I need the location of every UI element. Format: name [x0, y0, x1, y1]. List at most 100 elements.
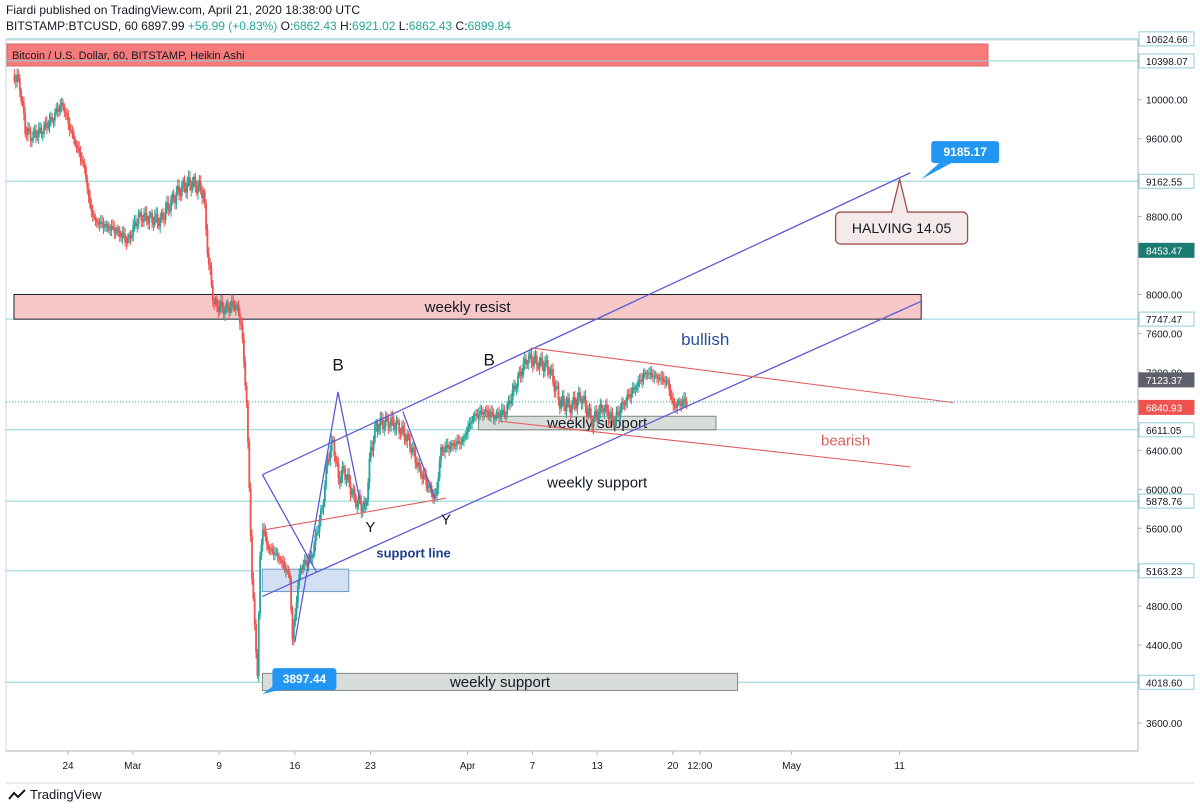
x-tick-label: Mar	[124, 761, 142, 772]
candle-body	[564, 405, 567, 412]
candle-body	[445, 445, 448, 448]
candle-body	[216, 298, 218, 306]
candle-body	[279, 558, 282, 561]
candle-body	[263, 529, 266, 532]
candle-body	[473, 413, 476, 416]
candle-body	[426, 484, 429, 489]
candle-body	[522, 363, 525, 375]
target-price-callout	[931, 141, 1000, 164]
candle-body	[409, 436, 411, 449]
candle-body	[303, 560, 306, 565]
x-tick-label: 20	[667, 761, 679, 772]
candle-body	[264, 531, 267, 537]
candle-body	[356, 504, 359, 507]
candle-body	[217, 305, 220, 313]
candle-body	[498, 412, 500, 418]
candle-body	[220, 301, 222, 307]
tradingview-brand[interactable]: TradingView	[8, 787, 102, 802]
candle-body	[318, 521, 321, 532]
candle-body	[379, 417, 382, 429]
candle-body	[241, 324, 244, 340]
candle-body	[43, 125, 45, 134]
candle-body	[344, 468, 347, 480]
candle-body	[365, 500, 368, 506]
candle-body	[610, 412, 612, 417]
price-axis-label-text: 6840.93	[1146, 403, 1183, 414]
candle-body	[550, 369, 553, 371]
candle-body	[395, 420, 398, 429]
tradingview-logo-icon	[8, 788, 26, 801]
candle-body	[245, 385, 248, 403]
price-axis-label	[1138, 31, 1195, 47]
candle-body	[643, 372, 646, 375]
candle-body	[103, 226, 106, 228]
candle-body	[156, 213, 159, 224]
candle-body	[290, 578, 293, 611]
candle-body	[415, 462, 418, 467]
candle-body	[334, 456, 337, 462]
candle-body	[21, 100, 24, 103]
candle-body	[549, 369, 552, 375]
candle-body	[341, 465, 344, 477]
candle-body	[346, 474, 349, 480]
candle-body	[573, 397, 576, 405]
candle-body	[432, 493, 434, 498]
candle-body	[460, 441, 463, 444]
candle-body	[641, 379, 644, 382]
chart-annotation: Y	[441, 511, 451, 528]
candle-body	[411, 447, 414, 453]
candle-body	[87, 188, 90, 197]
candle-body	[175, 192, 178, 204]
candle-body	[546, 359, 549, 370]
x-tick-label: 12:00	[687, 761, 712, 772]
candle-body	[388, 426, 391, 428]
candle-body	[16, 74, 18, 82]
candle-body	[531, 362, 534, 366]
candle-body	[534, 355, 537, 358]
candle-body	[595, 411, 598, 416]
candle-body	[179, 193, 182, 197]
candle-body	[166, 202, 168, 209]
candle-body	[523, 358, 526, 364]
candle-body	[214, 298, 217, 304]
candle-body	[666, 380, 669, 382]
candle-body	[649, 372, 652, 374]
candle-body	[384, 415, 387, 427]
candle-body	[333, 439, 336, 457]
candle-body	[376, 422, 379, 432]
price-axis-label-text: 7747.47	[1146, 315, 1183, 326]
candle-body	[519, 371, 522, 377]
x-tick-label: May	[782, 761, 801, 772]
candle-body	[221, 301, 224, 308]
candle-body	[233, 304, 236, 310]
candle-body	[225, 303, 228, 310]
candle-body	[525, 358, 527, 365]
candle-body	[48, 119, 51, 128]
candle-body	[183, 179, 186, 189]
chart-annotation: B	[332, 355, 343, 374]
candle-body	[186, 183, 189, 193]
candle-body	[160, 211, 163, 218]
candle-body	[94, 217, 97, 220]
candle-body	[684, 398, 687, 403]
candle-body	[202, 191, 205, 198]
candle-body	[683, 398, 685, 402]
candle-body	[572, 397, 575, 404]
candle-body	[407, 434, 410, 437]
candle-body	[267, 544, 270, 550]
candle-body	[448, 447, 450, 450]
candle-body	[577, 392, 580, 400]
candle-body	[109, 229, 112, 231]
wave-line	[402, 411, 436, 500]
candle-body	[121, 232, 124, 238]
x-tick-label: 9	[216, 761, 222, 772]
candle-body	[565, 402, 568, 412]
price-axis-label	[1138, 399, 1195, 415]
candle-body	[139, 212, 141, 214]
candle-body	[322, 501, 325, 509]
candle-body	[544, 362, 546, 372]
candle-body	[71, 131, 74, 133]
candle-body	[371, 446, 374, 451]
candle-body	[471, 420, 473, 423]
